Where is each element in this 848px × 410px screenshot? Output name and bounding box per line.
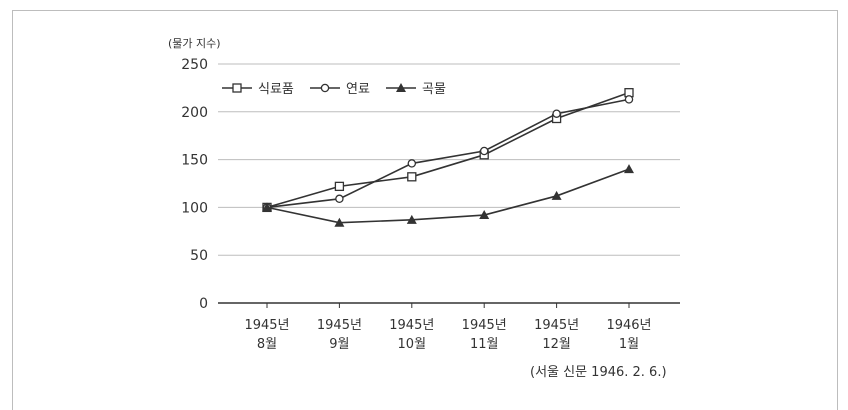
series-line (266, 98, 630, 209)
series-square (262, 88, 634, 213)
legend-label: 곡물 (422, 82, 446, 97)
x-tick-label-month: 11월 (470, 337, 499, 352)
x-axis-ticks: 1945년 8월 1945년 9월 1945년 10월 1945년 11월 1945년 12월 19… (244, 303, 652, 352)
x-tick-label-year: 1946년 (606, 318, 651, 333)
circle-marker (407, 159, 417, 168)
legend-label: 연료 (346, 82, 370, 97)
y-tick-label: 0 (199, 296, 208, 312)
triangle-marker (262, 202, 272, 212)
square-marker (407, 172, 417, 182)
triangle-marker (334, 217, 345, 227)
series-lines (262, 88, 634, 227)
x-tick-label-year: 1945년 (462, 318, 507, 333)
circle-marker (624, 95, 634, 104)
y-tick-label: 100 (181, 200, 208, 216)
x-tick-label-month: 8월 (257, 337, 277, 352)
x-tick-label-year: 1945년 (244, 318, 289, 333)
x-tick-label-year: 1945년 (389, 318, 434, 333)
series-line (266, 168, 630, 224)
x-tick-label-year: 1945년 (534, 318, 579, 333)
legend: 식료품 연료 곡물 (222, 82, 446, 97)
y-tick-label: 50 (190, 248, 208, 264)
x-tick-label-month: 10월 (398, 337, 427, 352)
y-unit-label: (물가 지수) (168, 37, 221, 50)
x-tick-label-month: 9월 (329, 337, 349, 352)
triangle-marker (624, 164, 634, 174)
x-tick-label-month: 12월 (542, 337, 571, 352)
x-tick-label-month: 1월 (619, 337, 639, 352)
triangle-marker (479, 210, 490, 220)
square-marker (232, 83, 242, 93)
series-line (266, 91, 630, 209)
series-triangle (262, 164, 634, 227)
grid-lines (218, 63, 680, 304)
triangle-marker (406, 214, 417, 224)
series-circle (262, 95, 634, 212)
circle-marker (479, 146, 489, 156)
figure-frame (12, 10, 838, 410)
circle-marker (320, 83, 330, 93)
y-axis-ticks: 0 50 100 150 200 250 (181, 57, 208, 312)
y-tick-label: 250 (181, 57, 208, 73)
triangle-marker (551, 190, 562, 200)
y-tick-label: 150 (181, 153, 208, 169)
legend-label: 식료품 (258, 82, 294, 97)
y-tick-label: 200 (181, 105, 208, 121)
x-tick-label-year: 1945년 (317, 318, 362, 333)
circle-marker (552, 109, 561, 118)
circle-marker (335, 194, 344, 204)
source-note: (서울 신문 1946. 2. 6.) (530, 365, 667, 380)
triangle-marker (396, 83, 406, 92)
square-marker (334, 181, 345, 192)
